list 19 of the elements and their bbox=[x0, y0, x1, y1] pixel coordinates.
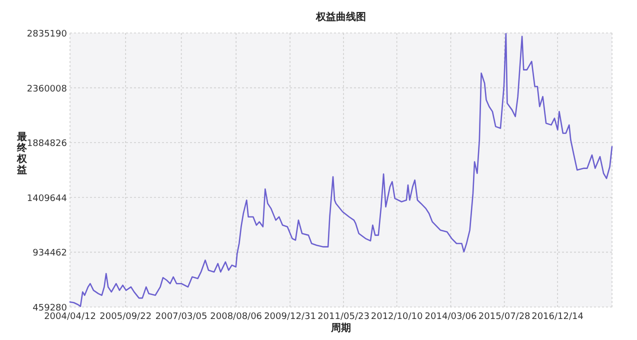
x-tick-label: 2004/04/12 bbox=[44, 312, 96, 322]
x-tick-label: 2014/03/06 bbox=[424, 312, 477, 322]
x-tick-label: 2005/09/22 bbox=[100, 312, 152, 322]
y-tick-label: 2360008 bbox=[26, 84, 68, 94]
y-tick-label: 934462 bbox=[32, 248, 67, 259]
x-tick-label: 2009/12/31 bbox=[264, 312, 316, 322]
x-tick-label: 2015/07/28 bbox=[478, 312, 531, 322]
x-tick-label: 2007/03/05 bbox=[155, 312, 208, 322]
y-tick-label: 1409644 bbox=[26, 194, 68, 204]
x-tick-label: 2016/12/14 bbox=[532, 312, 584, 322]
y-axis-title: 最终权益 bbox=[16, 131, 28, 176]
x-tick-label: 2011/05/23 bbox=[318, 312, 370, 322]
x-tick-label: 2012/10/10 bbox=[370, 312, 424, 322]
chart-title: 权益曲线图 bbox=[315, 11, 366, 23]
y-tick-label: 1884826 bbox=[26, 139, 68, 150]
x-tick-label: 2008/08/06 bbox=[210, 312, 262, 322]
y-tick-label: 459280 bbox=[32, 304, 68, 314]
y-tick-label: 2835190 bbox=[26, 30, 68, 40]
x-axis-title: 周期 bbox=[330, 322, 351, 334]
